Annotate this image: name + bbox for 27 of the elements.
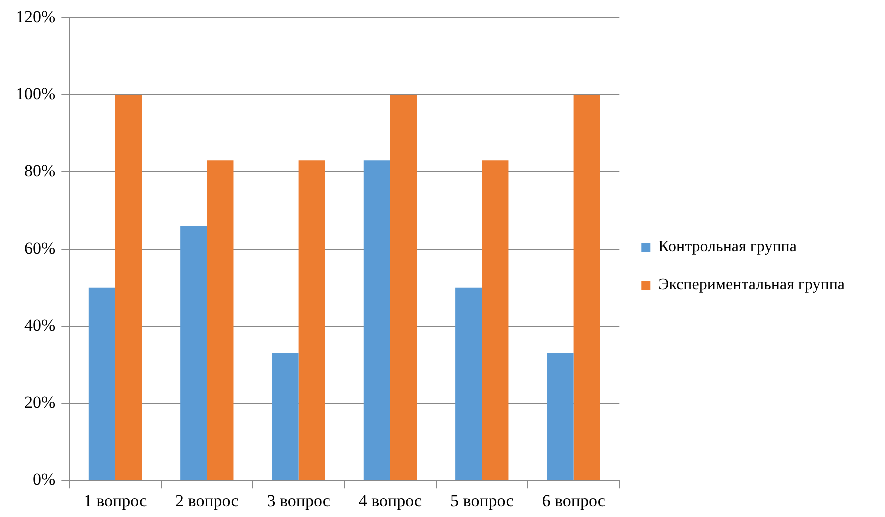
- bar: [207, 160, 234, 480]
- bar: [272, 353, 299, 480]
- x-tick-label: 1 вопрос: [84, 491, 148, 510]
- y-tick-label: 0%: [32, 470, 56, 490]
- bar: [88, 288, 116, 480]
- bar: [298, 160, 326, 480]
- y-tick-label: 120%: [16, 7, 56, 26]
- bar: [482, 160, 509, 480]
- bar: [115, 95, 142, 480]
- y-tick-label: 20%: [24, 392, 56, 412]
- legend-label: Контрольная группа: [658, 238, 797, 256]
- bar: [456, 288, 482, 480]
- y-tick-label: 40%: [24, 316, 56, 335]
- bar: [574, 95, 600, 480]
- x-tick-label: 5 вопрос: [450, 491, 514, 510]
- bar: [180, 226, 208, 480]
- x-tick-label: 2 вопрос: [176, 491, 240, 510]
- y-tick-label: 100%: [16, 84, 56, 104]
- x-tick-label: 3 вопрос: [267, 491, 331, 510]
- x-tick-label: 6 вопрос: [542, 491, 606, 510]
- y-tick-label: 80%: [24, 162, 56, 181]
- legend-label: Экспериментальная группа: [658, 276, 846, 294]
- bar: [547, 353, 574, 480]
- x-tick-label: 4 вопрос: [358, 491, 423, 510]
- y-tick-label: 60%: [24, 238, 56, 258]
- bar: [364, 160, 390, 480]
- bar: [390, 95, 418, 480]
